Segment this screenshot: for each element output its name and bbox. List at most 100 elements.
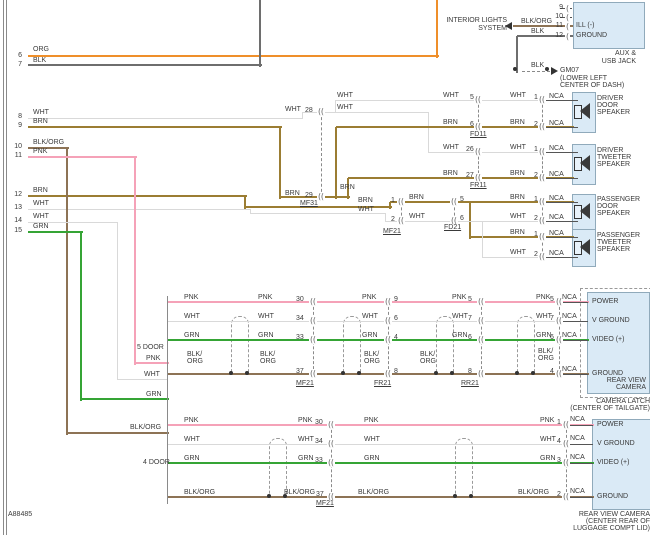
- c5-grn-4: GRN: [452, 332, 468, 339]
- pin8-wire-color: WHT: [33, 109, 49, 116]
- dd-wht-label2: WHT: [510, 92, 526, 99]
- aux-usb-jack-box: [573, 2, 645, 49]
- c5-bo-1b: ORG: [187, 358, 203, 365]
- conn-mf21-spk: MF21: [383, 228, 401, 235]
- wire-pnk-pin11: [134, 157, 136, 365]
- cam5-power: POWER: [592, 298, 619, 305]
- wire-blkorg-5dr: [168, 373, 589, 375]
- junction-dot: [531, 371, 535, 375]
- connector-symbol-icon: ((: [538, 147, 546, 156]
- c5-bo-2a: BLK/: [260, 351, 276, 358]
- stub-cam5-1: [560, 302, 588, 303]
- c5-bo-1a: BLK/: [187, 351, 203, 358]
- dt-pin2: 2: [534, 172, 538, 179]
- mf31-out-brn: BRN: [340, 184, 355, 191]
- mf214-pin37: 37: [316, 491, 324, 498]
- wire-brn-dt: [336, 196, 350, 198]
- connector-symbol-icon: ((: [327, 439, 335, 448]
- mf31-pin29: 29: [305, 192, 313, 199]
- dd-pin2: 2: [534, 121, 538, 128]
- pin11-wire-color: PNK: [33, 148, 48, 155]
- cam4-pin4: 4: [557, 438, 561, 445]
- wire-wht-pin14: [117, 222, 118, 380]
- wire-blkorg-aux: [513, 25, 573, 27]
- pd-wht-label2: WHT: [510, 213, 526, 220]
- branch-pnk: PNK: [146, 355, 161, 362]
- pd-pin1: 1: [534, 196, 538, 203]
- mf214-pin33: 33: [315, 457, 323, 464]
- mf214-pin34: 34: [315, 438, 323, 445]
- c5-wht-3: WHT: [362, 313, 378, 320]
- wire-grn-5dr: [168, 339, 589, 341]
- c5-bo-4b: ORG: [420, 358, 436, 365]
- shield-5dr-3: [436, 316, 454, 374]
- connector-symbol-icon: ((: [555, 335, 563, 344]
- cam4-power: POWER: [597, 421, 624, 428]
- mf215-pin37: 37: [296, 368, 304, 375]
- connector-symbol-icon: ((: [384, 369, 392, 378]
- driver-door-speaker-2: DOOR: [597, 102, 618, 109]
- link-fd21: [454, 202, 455, 221]
- junction-dot: [341, 371, 345, 375]
- connector-symbol-icon: (: [565, 4, 570, 13]
- pin13-wire-color: WHT: [33, 200, 49, 207]
- c4-wht-1: WHT: [184, 436, 200, 443]
- fd21-pin5: 5: [460, 196, 464, 203]
- wire-brn-pt: [470, 236, 574, 238]
- mf215-pin34: 34: [296, 315, 304, 322]
- connector-symbol-icon: ((: [538, 173, 546, 182]
- cam5-name-1: REAR VIEW: [606, 377, 646, 384]
- c4-grn-4: GRN: [540, 455, 556, 462]
- pin6-num: 6: [18, 52, 22, 59]
- pin12-num: 12: [14, 191, 22, 198]
- cam5-nca2: NCA: [562, 313, 577, 320]
- pin8-num: 8: [18, 113, 22, 120]
- link-mf31: [321, 112, 322, 197]
- wire-pnk-pin11: [135, 362, 169, 364]
- cam5-pin5: 5: [550, 296, 554, 303]
- connector-symbol-icon: ((: [477, 369, 485, 378]
- cam4-vground: V GROUND: [597, 440, 635, 447]
- pin12-wire-color: BRN: [33, 187, 48, 194]
- wire-brn-pin12: [389, 202, 391, 209]
- cam4-pin2: 2: [557, 491, 561, 498]
- dd-brn-label2: BRN: [510, 119, 525, 126]
- connector-symbol-icon: ((: [317, 192, 325, 201]
- cam5-pin7: 7: [550, 315, 554, 322]
- mf215-pin30: 30: [296, 296, 304, 303]
- connector-symbol-icon: ((: [555, 369, 563, 378]
- junction-dot: [515, 371, 519, 375]
- cam4-pin1: 1: [557, 419, 561, 426]
- wire-grn-pin15: [28, 231, 83, 233]
- c4-bo-3: BLK/ORG: [358, 489, 390, 496]
- wire-wht-5dr: [168, 321, 588, 322]
- gm07-loc-1: (LOWER LEFT: [560, 75, 608, 82]
- wire-brn-dd: [336, 126, 574, 128]
- cam4-video: VIDEO (+): [597, 459, 630, 466]
- wire-wht-pin8: [302, 112, 303, 119]
- wire-org-pin6: [28, 55, 439, 57]
- link-spk-pd: [542, 202, 543, 221]
- aux-wire-blk: BLK: [531, 28, 545, 35]
- c5-pnk-5: PNK: [536, 294, 551, 301]
- pin9-num: 9: [18, 122, 22, 129]
- branch-blkorg: BLK/ORG: [130, 424, 162, 431]
- connector-symbol-icon: ((: [397, 197, 405, 206]
- wire-brn-dt: [347, 178, 349, 199]
- wire-blkorg-4dr: [168, 496, 594, 498]
- wire-wht-pin13: [385, 221, 573, 222]
- driver-tweeter-speaker-3: SPEAKER: [597, 161, 631, 168]
- cam5-pin6: 6: [550, 334, 554, 341]
- wire-grn-pin15: [81, 398, 169, 400]
- c5-grn-2: GRN: [258, 332, 274, 339]
- connector-symbol-icon: ((: [538, 216, 546, 225]
- connector-symbol-icon: ((: [555, 316, 563, 325]
- mf21s-pin1: 1: [391, 197, 395, 204]
- link-spk-pt: [542, 237, 543, 257]
- c5-pnk-3: PNK: [362, 294, 377, 301]
- camera-latch-outline: [580, 288, 650, 398]
- passenger-door-speaker-1: PASSENGER: [597, 196, 641, 203]
- wire-blk-aux: [516, 36, 518, 73]
- fr21-pin4: 4: [394, 334, 398, 341]
- stub-dd-2: [544, 127, 578, 128]
